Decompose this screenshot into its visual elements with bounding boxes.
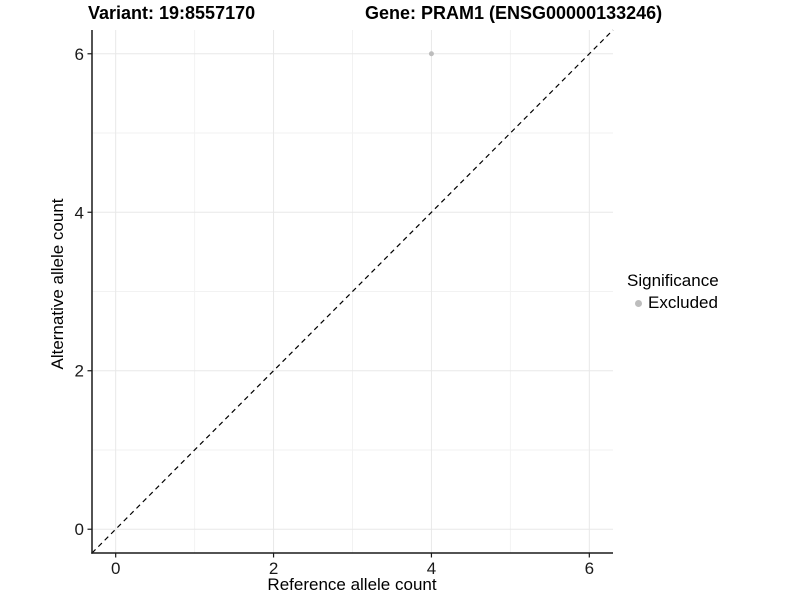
y-tick-label: 4 (75, 203, 84, 222)
variant-title: Variant: 19:8557170 (88, 3, 256, 23)
y-tick-label: 6 (75, 45, 84, 64)
x-tick-label: 2 (269, 559, 278, 578)
y-tick-label: 2 (75, 362, 84, 381)
x-axis-title: Reference allele count (267, 575, 437, 594)
legend: Significance Excluded (627, 271, 719, 313)
legend-item-label: Excluded (648, 293, 718, 312)
legend-item-excluded: Excluded (627, 293, 719, 313)
gene-title: Gene: PRAM1 (ENSG00000133246) (365, 3, 663, 23)
data-point (428, 51, 434, 57)
y-tick-label: 0 (75, 520, 84, 539)
y-axis-title: Alternative allele count (48, 198, 67, 370)
x-tick-label: 4 (427, 559, 436, 578)
x-tick-label: 6 (585, 559, 594, 578)
excluded-circle-icon (635, 299, 642, 307)
identity-line (91, 29, 614, 554)
legend-title: Significance (627, 271, 719, 290)
x-tick-label: 0 (111, 559, 120, 578)
